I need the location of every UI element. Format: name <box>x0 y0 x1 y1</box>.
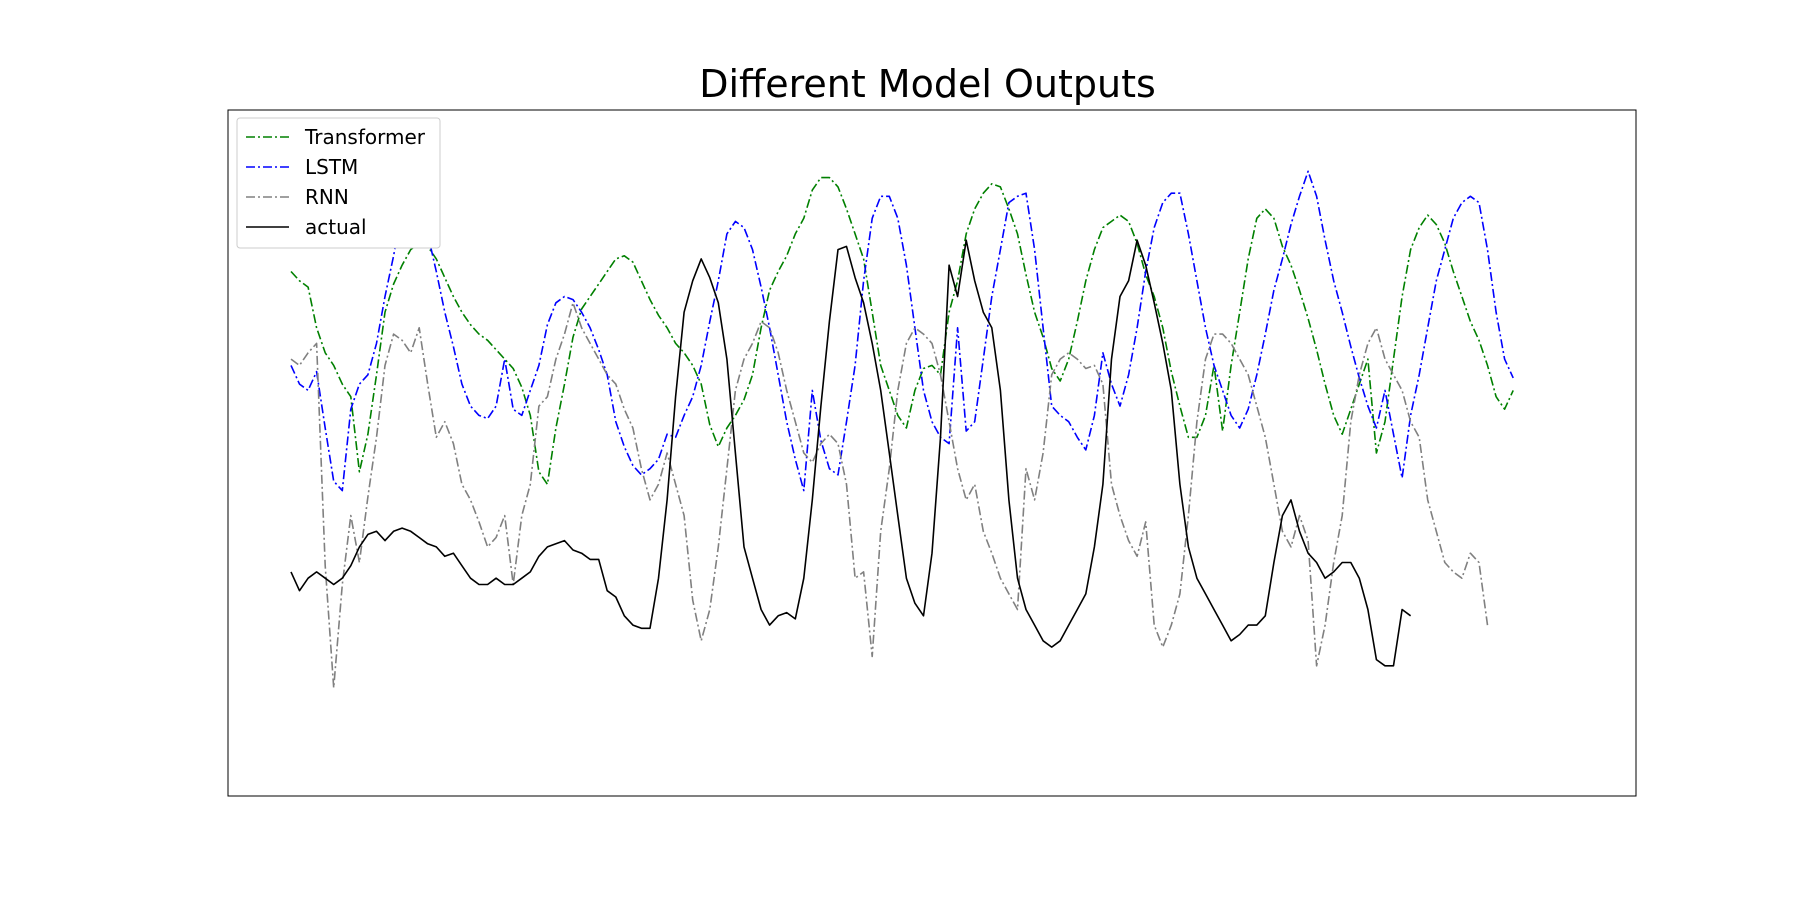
series-layer <box>290 170 1514 689</box>
series-line-lstm <box>290 170 1514 492</box>
legend-label-actual: actual <box>305 215 367 239</box>
series-line-rnn <box>290 301 1489 689</box>
chart-title: Different Model Outputs <box>699 62 1156 106</box>
legend-items: Transformer LSTM RNN actual <box>246 125 426 239</box>
legend: Transformer LSTM RNN actual <box>236 117 441 249</box>
legend-label-rnn: RNN <box>305 185 349 209</box>
legend-label-lstm: LSTM <box>305 155 358 179</box>
legend-label-transformer: Transformer <box>304 125 426 149</box>
legend-box <box>236 117 441 249</box>
plot-area-frame <box>227 109 1637 797</box>
series-line-actual <box>290 239 1412 667</box>
series-line-transformer <box>290 176 1514 486</box>
